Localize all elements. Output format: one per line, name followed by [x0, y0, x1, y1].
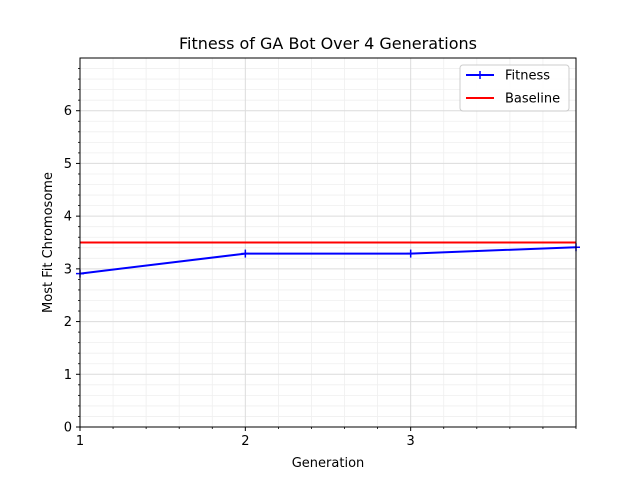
- legend-label-baseline: Baseline: [505, 92, 560, 107]
- fitness-point: [241, 249, 250, 258]
- axis-ticks: [76, 68, 577, 431]
- y-tick-label: 2: [64, 315, 72, 330]
- legend-label-fitness: Fitness: [505, 69, 550, 84]
- y-tick-label: 4: [64, 210, 72, 225]
- y-axis-label: Most Fit Chromosome: [41, 172, 56, 313]
- x-tick-label: 3: [407, 434, 415, 449]
- plot-frame: [79, 57, 577, 428]
- fitness-point: [406, 249, 415, 258]
- fitness-line: [79, 246, 577, 275]
- y-tick-label: 3: [64, 262, 72, 277]
- legend-box: [459, 64, 570, 112]
- x-tick-label: 1: [76, 434, 84, 449]
- chart-title: Fitness of GA Bot Over 4 Generations: [179, 34, 477, 53]
- y-tick-label: 1: [64, 368, 72, 383]
- x-axis-label: Generation: [292, 456, 365, 471]
- legend: Fitness Baseline: [459, 64, 570, 112]
- y-tick-label: 0: [64, 421, 72, 436]
- y-tick-label: 6: [64, 104, 72, 119]
- y-tick-label: 5: [64, 157, 72, 172]
- x-tick-label: 2: [241, 434, 249, 449]
